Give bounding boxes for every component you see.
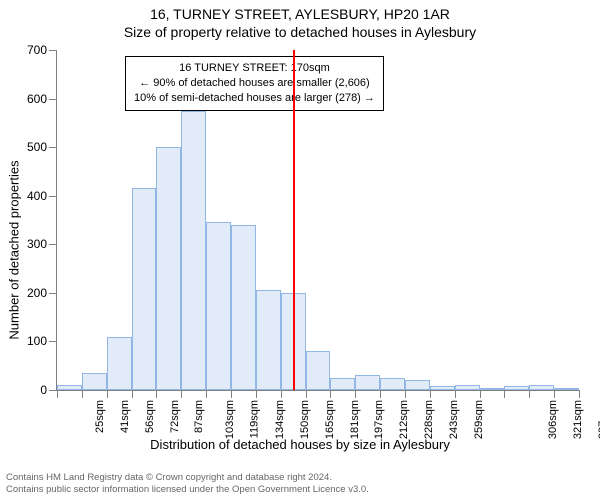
- y-tick: [49, 390, 57, 391]
- x-tick: [181, 390, 182, 398]
- histogram-bar: [455, 385, 480, 390]
- x-tick: [132, 390, 133, 398]
- histogram-bar: [231, 225, 256, 390]
- x-tick: [107, 390, 108, 398]
- histogram-bar: [181, 111, 206, 390]
- chart-container: Number of detached properties 16 TURNEY …: [0, 40, 600, 460]
- x-tick: [82, 390, 83, 398]
- x-tick-label: 243sqm: [448, 400, 460, 439]
- attribution-footer: Contains HM Land Registry data © Crown c…: [6, 472, 369, 496]
- x-tick: [380, 390, 381, 398]
- x-tick-label: 150sqm: [299, 400, 311, 439]
- histogram-bar: [480, 388, 505, 390]
- y-axis-label: Number of detached properties: [7, 100, 22, 400]
- histogram-bar: [107, 337, 132, 390]
- reference-line: [293, 50, 295, 390]
- x-tick: [355, 390, 356, 398]
- histogram-bar: [529, 385, 554, 390]
- x-tick: [430, 390, 431, 398]
- y-tick: [49, 293, 57, 294]
- footer-line2: Contains public sector information licen…: [6, 484, 369, 496]
- x-tick: [504, 390, 505, 398]
- x-tick: [231, 390, 232, 398]
- x-tick: [206, 390, 207, 398]
- chart-header: 16, TURNEY STREET, AYLESBURY, HP20 1AR S…: [0, 0, 600, 40]
- histogram-bar: [380, 378, 405, 390]
- y-tick-label: 200: [27, 286, 47, 300]
- chart-subtitle: Size of property relative to detached ho…: [0, 24, 600, 40]
- y-tick-label: 400: [27, 189, 47, 203]
- footer-line1: Contains HM Land Registry data © Crown c…: [6, 472, 369, 484]
- x-tick: [306, 390, 307, 398]
- x-tick-label: 56sqm: [144, 400, 156, 433]
- y-tick: [49, 50, 57, 51]
- y-tick: [49, 196, 57, 197]
- y-tick: [49, 99, 57, 100]
- histogram-bar: [554, 388, 579, 390]
- address-line: 16, TURNEY STREET, AYLESBURY, HP20 1AR: [0, 6, 600, 22]
- x-tick-label: 87sqm: [193, 400, 205, 433]
- x-tick-label: 41sqm: [119, 400, 131, 433]
- y-tick-label: 700: [27, 43, 47, 57]
- histogram-bar: [57, 385, 82, 390]
- x-tick: [579, 390, 580, 398]
- y-tick-label: 300: [27, 237, 47, 251]
- histogram-bar: [206, 222, 231, 390]
- x-tick-label: 259sqm: [473, 400, 485, 439]
- plot-area: 16 TURNEY STREET: 170sqm ← 90% of detach…: [56, 50, 579, 391]
- y-tick-label: 100: [27, 334, 47, 348]
- x-tick-label: 119sqm: [248, 400, 260, 438]
- x-tick: [529, 390, 530, 398]
- x-tick-label: 165sqm: [324, 400, 336, 439]
- annotation-box: 16 TURNEY STREET: 170sqm ← 90% of detach…: [125, 56, 384, 111]
- y-tick: [49, 147, 57, 148]
- x-tick-label: 134sqm: [274, 400, 286, 439]
- x-tick: [281, 390, 282, 398]
- y-tick-label: 0: [40, 383, 47, 397]
- x-tick: [330, 390, 331, 398]
- histogram-bar: [306, 351, 331, 390]
- y-tick: [49, 341, 57, 342]
- x-tick: [554, 390, 555, 398]
- histogram-bar: [156, 147, 181, 390]
- y-tick-label: 500: [27, 140, 47, 154]
- histogram-bar: [330, 378, 355, 390]
- histogram-bar: [256, 290, 281, 390]
- x-tick-label: 25sqm: [94, 400, 106, 433]
- annotation-line3: 10% of semi-detached houses are larger (…: [134, 91, 375, 106]
- x-tick-label: 181sqm: [349, 400, 361, 439]
- x-tick-label: 197sqm: [374, 400, 386, 439]
- x-tick: [405, 390, 406, 398]
- annotation-line2: ← 90% of detached houses are smaller (2,…: [134, 76, 375, 91]
- histogram-bar: [82, 373, 107, 390]
- y-tick-label: 600: [27, 92, 47, 106]
- x-tick-label: 228sqm: [423, 400, 435, 439]
- x-tick-label: 212sqm: [398, 400, 410, 439]
- x-tick: [256, 390, 257, 398]
- x-tick: [455, 390, 456, 398]
- x-tick: [57, 390, 58, 398]
- annotation-line1: 16 TURNEY STREET: 170sqm: [134, 61, 375, 76]
- x-tick-label: 72sqm: [169, 400, 181, 433]
- x-axis-label: Distribution of detached houses by size …: [0, 437, 600, 452]
- histogram-bar: [504, 386, 529, 390]
- x-tick-label: 321sqm: [572, 400, 584, 439]
- histogram-bar: [405, 380, 430, 390]
- y-tick: [49, 244, 57, 245]
- x-tick: [480, 390, 481, 398]
- histogram-bar: [355, 375, 380, 390]
- x-tick-label: 306sqm: [548, 400, 560, 439]
- x-tick: [156, 390, 157, 398]
- histogram-bar: [132, 188, 157, 390]
- histogram-bar: [430, 386, 455, 390]
- x-tick-label: 103sqm: [224, 400, 236, 439]
